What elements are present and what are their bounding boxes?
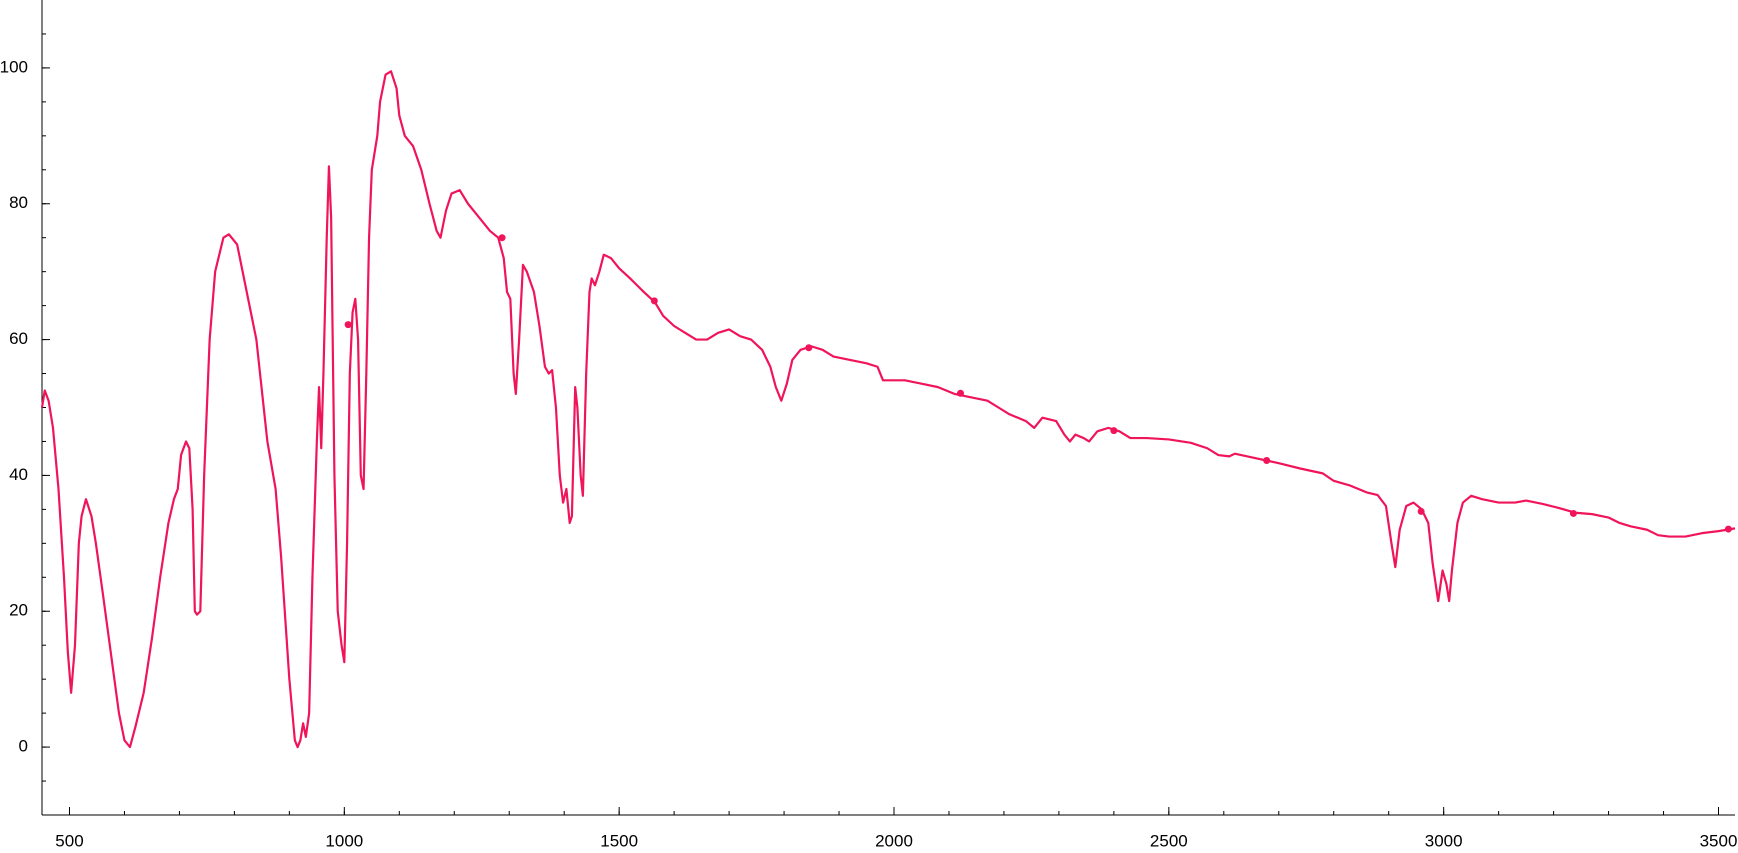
y-tick-label: 60 [9,329,28,348]
x-tick-label: 1000 [325,831,363,850]
y-tick-label: 100 [0,57,28,76]
x-tick-label: 2000 [875,831,913,850]
marker-point [650,297,658,305]
marker-point [498,234,506,242]
marker-point [1569,509,1577,517]
y-tick-label: 20 [9,601,28,620]
marker-point [1110,427,1118,435]
marker-point [1724,525,1732,533]
x-tick-label: 500 [55,831,83,850]
marker-point [1263,456,1271,464]
marker-point [805,344,813,352]
marker-point [957,389,965,397]
x-tick-label: 3500 [1700,831,1738,850]
marker-point [1417,507,1425,515]
y-tick-label: 40 [9,465,28,484]
spectrum-line [40,70,1736,749]
x-tick-label: 3000 [1425,831,1463,850]
y-tick-label: 80 [9,193,28,212]
x-tick-label: 2500 [1150,831,1188,850]
x-tick-label: 1500 [600,831,638,850]
marker-point [344,321,352,329]
y-tick-label: 0 [19,737,28,756]
